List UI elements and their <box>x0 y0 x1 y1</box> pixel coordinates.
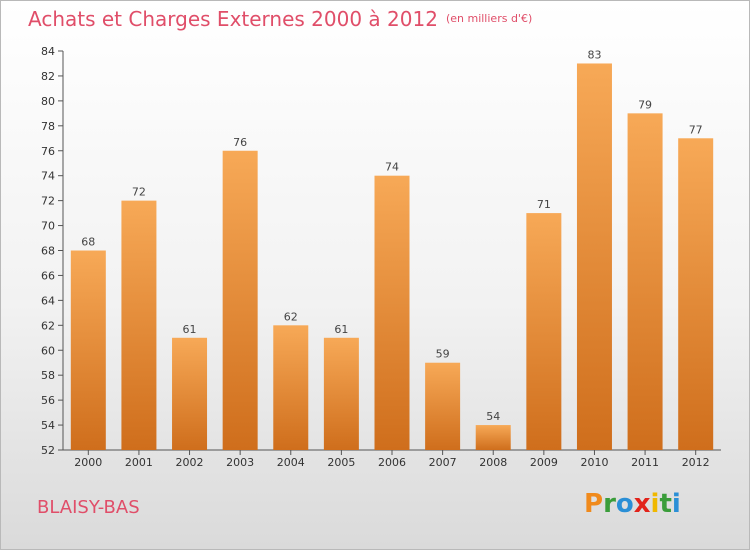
bar <box>121 200 157 450</box>
data-label: 54 <box>486 410 500 423</box>
bar <box>323 337 359 450</box>
y-tick-label: 64 <box>41 294 55 307</box>
x-tick-label: 2002 <box>176 456 204 469</box>
x-tick-label: 2007 <box>429 456 457 469</box>
x-tick-label: 2012 <box>682 456 710 469</box>
data-label: 74 <box>385 161 399 174</box>
data-label: 68 <box>81 236 95 249</box>
data-label: 72 <box>132 186 146 199</box>
x-tick-label: 2003 <box>226 456 254 469</box>
y-tick-label: 80 <box>41 95 55 108</box>
y-tick-label: 82 <box>41 70 55 83</box>
chart-title: Achats et Charges Externes 2000 à 2012 (e… <box>28 7 532 31</box>
y-tick-label: 62 <box>41 319 55 332</box>
y-tick-label: 78 <box>41 120 55 133</box>
x-tick-label: 2010 <box>580 456 608 469</box>
proxiti-logo: Proxiti <box>584 489 681 519</box>
logo-letter: o <box>615 489 634 519</box>
y-tick-label: 60 <box>41 344 55 357</box>
commune-name: BLAISY-BAS <box>37 497 140 518</box>
data-label: 83 <box>587 48 601 61</box>
bar <box>576 63 612 450</box>
bar <box>273 325 309 450</box>
logo-letter: r <box>603 489 616 519</box>
y-tick-label: 84 <box>41 45 55 58</box>
logo-letter: x <box>633 489 651 519</box>
x-tick-label: 2005 <box>327 456 355 469</box>
logo-letter: P <box>584 489 604 519</box>
x-tick-label: 2000 <box>74 456 102 469</box>
bars-layer: 68 72 61 76 62 61 74 59 54 71 83 79 77 <box>70 48 714 450</box>
y-tick-label: 52 <box>41 444 55 457</box>
x-tick-label: 2001 <box>125 456 153 469</box>
y-tick-label: 54 <box>41 419 55 432</box>
data-label: 62 <box>284 310 298 323</box>
axis-layer: 52 54 56 58 60 62 64 66 68 70 72 74 76 78 80 82 84 2000 20… <box>41 45 721 469</box>
bar <box>526 213 562 450</box>
logo-letter: i <box>671 489 681 519</box>
y-tick-label: 56 <box>41 394 55 407</box>
x-tick-label: 2011 <box>631 456 659 469</box>
data-label: 76 <box>233 136 247 149</box>
bar <box>172 337 208 450</box>
chart-units: (en milliers d'€) <box>445 12 533 25</box>
x-tick-label: 2004 <box>277 456 305 469</box>
bar <box>70 250 106 450</box>
bar <box>374 175 410 450</box>
bar <box>425 362 461 450</box>
bar <box>475 425 511 450</box>
y-tick-label: 70 <box>41 220 55 233</box>
x-tick-label: 2009 <box>530 456 558 469</box>
chart-title-text: Achats et Charges Externes 2000 à 2012 <box>28 7 438 31</box>
bar <box>678 138 714 450</box>
bar <box>222 150 258 450</box>
y-tick-label: 66 <box>41 269 55 282</box>
x-tick-label: 2006 <box>378 456 406 469</box>
y-tick-label: 58 <box>41 369 55 382</box>
data-label: 61 <box>183 323 197 336</box>
y-tick-label: 74 <box>41 170 55 183</box>
y-tick-label: 72 <box>41 195 55 208</box>
y-tick-label: 76 <box>41 145 55 158</box>
y-tick-label: 68 <box>41 245 55 258</box>
data-label: 79 <box>638 98 652 111</box>
data-label: 71 <box>537 198 551 211</box>
logo-letter: i <box>650 489 660 519</box>
data-label: 59 <box>436 348 450 361</box>
data-label: 77 <box>689 123 703 136</box>
x-tick-label: 2008 <box>479 456 507 469</box>
bar <box>627 113 663 450</box>
logo-letter: t <box>659 489 672 519</box>
data-label: 61 <box>334 323 348 336</box>
